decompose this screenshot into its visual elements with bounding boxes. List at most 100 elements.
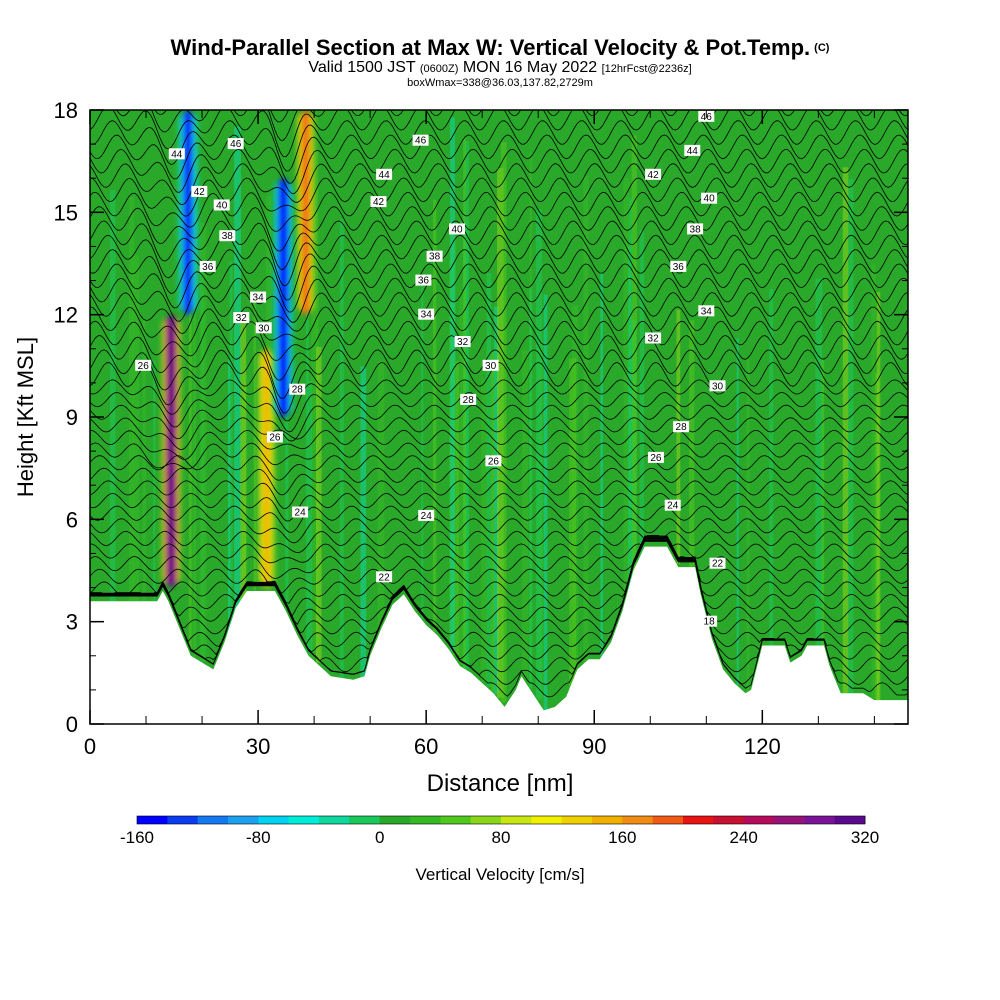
field-streak	[194, 150, 197, 658]
contour-label-box	[454, 336, 471, 347]
contour-label-box	[645, 168, 662, 180]
terrain-mask	[90, 546, 908, 724]
y-tick-label: 18	[54, 98, 78, 123]
contour-label-text: 28	[463, 395, 475, 406]
contour-label-box	[135, 359, 152, 371]
chart-title: Wind-Parallel Section at Max W: Vertical…	[0, 36, 1000, 60]
theta-contour-line	[90, 536, 908, 595]
contour-label-box	[647, 451, 664, 463]
contour-label: 42	[645, 168, 662, 181]
field-streak	[486, 273, 492, 688]
field-streak	[569, 358, 577, 690]
contour-label-text: 36	[418, 276, 430, 287]
colorbar-swatch	[743, 816, 775, 824]
contour-label: 28	[460, 393, 477, 406]
field-streak	[876, 291, 881, 701]
field-streak	[432, 199, 437, 632]
contour-label-box	[233, 312, 250, 324]
contour-label-text: 26	[269, 433, 281, 444]
theta-contour-line	[90, 361, 908, 414]
contour-label-text: 26	[138, 361, 150, 372]
contour-label: 34	[418, 308, 435, 321]
contour-label-text: 36	[202, 262, 214, 273]
field-streak	[497, 168, 504, 698]
contour-label: 42	[370, 196, 387, 208]
contour-label-box	[412, 134, 429, 146]
field-streak	[450, 117, 455, 652]
colorbar: -160 -80 0 80 160 240 320	[120, 815, 879, 847]
contour-label-box	[485, 455, 502, 467]
field-streak	[871, 263, 876, 699]
contour-label-box	[415, 274, 432, 286]
contour-label-text: 32	[648, 334, 660, 345]
valid-time: Valid 1500 JST	[308, 59, 416, 76]
field-streak	[192, 138, 196, 657]
field-streak	[459, 290, 466, 666]
field-streak	[285, 254, 289, 610]
contour-label-text: 38	[690, 224, 702, 235]
field-streak	[529, 288, 533, 688]
theta-contour-line	[90, 429, 908, 460]
contour-label-box	[664, 499, 681, 511]
theta-contour-line	[90, 442, 908, 470]
colorbar-swatch	[652, 816, 684, 824]
contour-label-box	[418, 308, 435, 320]
contour-label-box	[449, 223, 465, 235]
x-tick-label: 0	[84, 734, 96, 759]
colorbar-swatch	[197, 816, 229, 824]
valid-date: MON 16 May 2022	[462, 59, 598, 76]
theta-contour-line	[90, 263, 908, 313]
theta-contour-line	[90, 134, 908, 184]
y-tick-label: 0	[66, 712, 78, 737]
contour-label-box	[168, 148, 185, 160]
forecast-info: [12hrFcst@2236z]	[601, 63, 692, 75]
theta-contour-line	[90, 163, 908, 206]
field-streak	[522, 350, 529, 678]
contour-label-text: 24	[295, 508, 307, 519]
contour-label-text: 24	[421, 511, 433, 522]
field-streak	[631, 135, 637, 578]
x-tick-label: 60	[414, 734, 438, 759]
y-tick-label: 15	[54, 200, 78, 225]
colorbar-tick-label: 320	[851, 828, 879, 847]
field-streak	[421, 276, 424, 620]
field-streak	[464, 141, 470, 670]
contour-label: 30	[709, 380, 726, 392]
field-streak	[128, 197, 135, 602]
contour-label-box	[701, 192, 718, 204]
downdraft-core-band	[184, 110, 192, 315]
theta-contour-line	[90, 306, 908, 346]
box-info: boxWmax=338@36.03,137.82,2729m	[407, 77, 593, 89]
contour-label: 26	[485, 455, 502, 467]
contour-label: 32	[233, 312, 250, 324]
field-streak	[736, 337, 739, 686]
contour-label-text: 26	[650, 453, 662, 464]
contour-label-text: 18	[704, 617, 716, 628]
contour-label: 34	[250, 291, 267, 304]
field-streak	[600, 272, 603, 659]
theta-contour-line	[90, 404, 908, 442]
contour-label: 28	[673, 421, 690, 433]
field-streak	[227, 360, 231, 632]
contour-label-text: 40	[216, 201, 228, 212]
colorbar-frame	[136, 815, 866, 825]
contour-label-text: 36	[673, 262, 685, 273]
contour-label: 46	[412, 134, 429, 147]
theta-contour-line	[90, 518, 908, 544]
contour-label-box	[418, 509, 435, 521]
contour-label-box	[292, 506, 309, 518]
theta-contour-line	[90, 206, 908, 252]
contour-label: 36	[415, 274, 432, 287]
field-streak	[481, 380, 487, 683]
field-streak	[377, 361, 385, 638]
theta-contour-line	[90, 480, 908, 509]
contour-label-text: 46	[415, 136, 427, 147]
field-streak	[689, 320, 695, 568]
contour-label-box	[709, 557, 726, 569]
y-axis-title: Height [Kft MSL]	[13, 337, 38, 497]
field-streak	[308, 380, 312, 656]
contour-label: 24	[292, 506, 309, 519]
theta-contour-line	[90, 505, 908, 533]
colorbar-swatch	[410, 816, 441, 824]
